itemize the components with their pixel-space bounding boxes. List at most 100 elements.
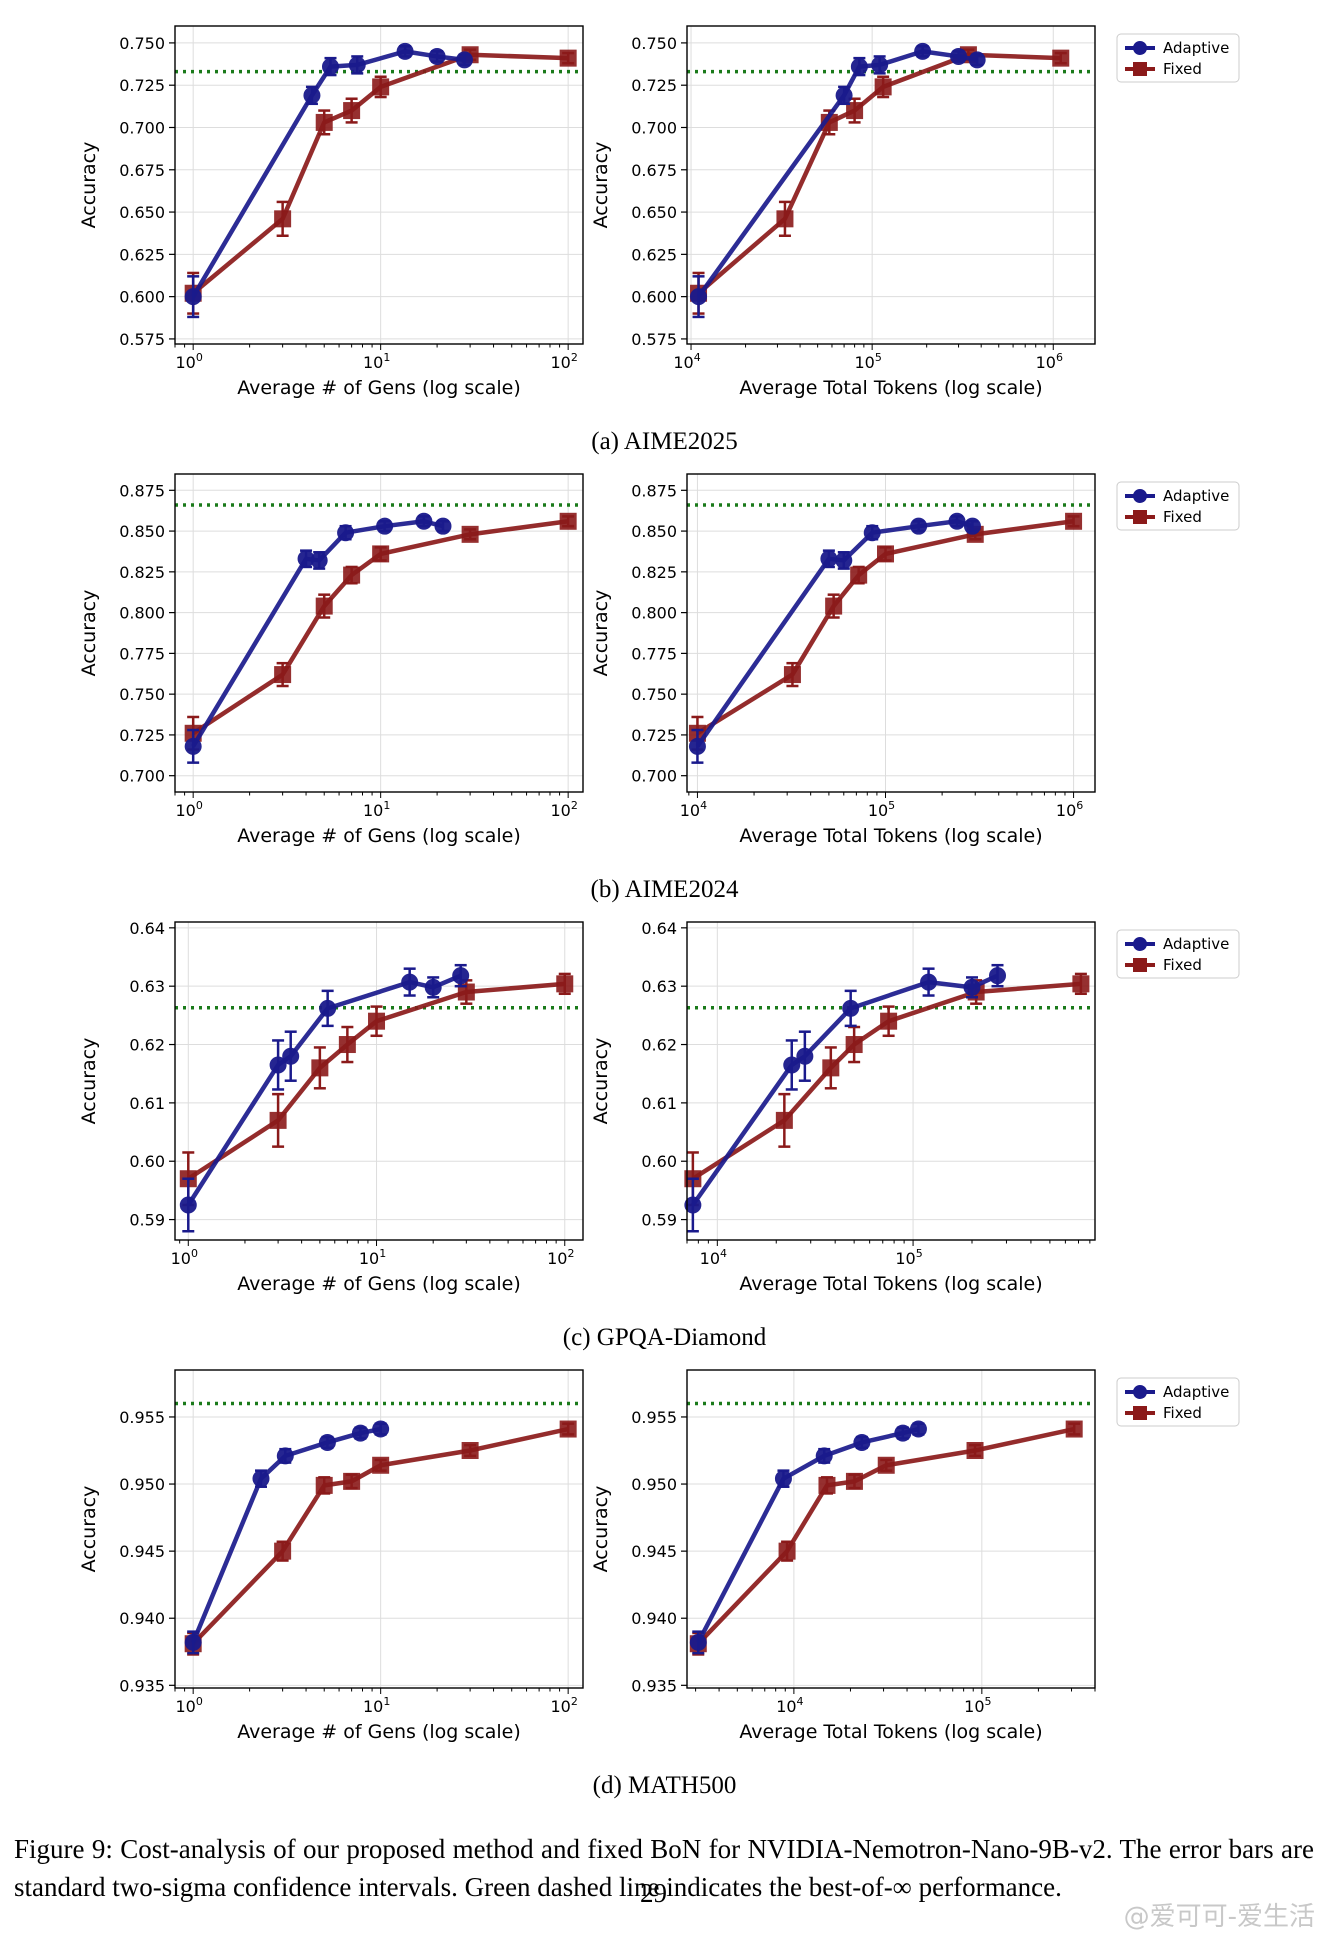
legend-label: Fixed bbox=[1163, 60, 1202, 78]
y-tick-label: 0.61 bbox=[641, 1094, 677, 1113]
legend-marker bbox=[1133, 937, 1147, 951]
y-tick-label: 0.775 bbox=[119, 644, 165, 663]
x-tick-label: 102 bbox=[547, 1247, 574, 1268]
data-point bbox=[372, 545, 390, 563]
x-tick-label: 106 bbox=[1036, 351, 1063, 372]
series-adaptive bbox=[184, 512, 452, 764]
legend-marker bbox=[1133, 510, 1147, 524]
y-tick-label: 0.60 bbox=[641, 1152, 677, 1171]
legend: Adaptive Fixed bbox=[1116, 929, 1240, 979]
chart-aime2025-tokens: 0.575 0.600 0.625 0.650 0.675 0.700 0.725 0.750… bbox=[590, 25, 1240, 399]
y-tick-label: 0.825 bbox=[119, 563, 165, 582]
data-point bbox=[778, 1542, 796, 1560]
data-point bbox=[179, 1196, 197, 1214]
y-tick-label: 0.600 bbox=[631, 288, 677, 307]
data-point bbox=[850, 58, 868, 76]
data-point bbox=[559, 512, 577, 530]
y-tick-label: 0.700 bbox=[119, 118, 165, 137]
data-point bbox=[461, 1442, 479, 1460]
x-tick-label: 102 bbox=[550, 351, 577, 372]
x-tick-label: 102 bbox=[550, 1695, 577, 1716]
x-tick-label: 104 bbox=[680, 799, 707, 820]
y-tick-label: 0.62 bbox=[129, 1036, 165, 1055]
data-point bbox=[842, 999, 860, 1017]
subcaption-aime2025: (a) AIME2025 bbox=[591, 428, 738, 455]
y-tick-label: 0.725 bbox=[631, 726, 677, 745]
data-point bbox=[963, 517, 981, 535]
y-tick-label: 0.625 bbox=[119, 245, 165, 264]
data-point bbox=[559, 49, 577, 67]
data-point bbox=[894, 1424, 912, 1442]
y-tick-label: 0.955 bbox=[119, 1408, 165, 1427]
legend-marker bbox=[1133, 1406, 1147, 1420]
plot-frame bbox=[174, 1369, 584, 1689]
series-adaptive bbox=[179, 963, 470, 1233]
plot-frame bbox=[686, 25, 1096, 345]
legend: Adaptive Fixed bbox=[1116, 481, 1240, 531]
subcaption-gpqa-diamond: (c) GPQA-Diamond bbox=[562, 1324, 767, 1351]
data-point bbox=[910, 517, 928, 535]
legend-marker bbox=[1133, 1385, 1147, 1399]
x-tick-label: 104 bbox=[700, 1247, 727, 1268]
data-point bbox=[184, 737, 202, 755]
y-tick-label: 0.825 bbox=[631, 563, 677, 582]
legend-label: Adaptive bbox=[1163, 935, 1229, 953]
data-point bbox=[846, 102, 864, 120]
data-point bbox=[796, 1047, 814, 1065]
x-tick-label: 101 bbox=[359, 1247, 386, 1268]
y-axis-label: Accuracy bbox=[590, 1038, 612, 1125]
x-tick-label: 101 bbox=[363, 799, 390, 820]
y-tick-label: 0.950 bbox=[119, 1475, 165, 1494]
plot-frame bbox=[686, 921, 1096, 1241]
y-tick-label: 0.625 bbox=[631, 245, 677, 264]
data-point bbox=[825, 597, 843, 615]
plot-area bbox=[687, 922, 1095, 1240]
data-point bbox=[269, 1111, 287, 1129]
y-axis-label: Accuracy bbox=[78, 590, 100, 677]
y-tick-label: 0.64 bbox=[641, 919, 677, 938]
legend-marker bbox=[1133, 41, 1147, 55]
x-tick-label: 100 bbox=[175, 351, 202, 372]
data-point bbox=[688, 737, 706, 755]
series-fixed bbox=[689, 1420, 1083, 1656]
x-tick-label: 105 bbox=[964, 1695, 991, 1716]
data-point bbox=[456, 51, 474, 69]
x-tick-label: 100 bbox=[171, 1247, 198, 1268]
y-tick-label: 0.59 bbox=[641, 1211, 677, 1230]
x-axis-label: Average # of Gens (log scale) bbox=[237, 1273, 521, 1295]
series-adaptive bbox=[684, 963, 1007, 1233]
data-point bbox=[968, 51, 986, 69]
legend-marker bbox=[1133, 489, 1147, 503]
data-point bbox=[311, 1059, 329, 1077]
subcaption-aime2024: (b) AIME2024 bbox=[590, 876, 739, 903]
y-tick-label: 0.750 bbox=[631, 34, 677, 53]
data-point bbox=[343, 1472, 361, 1490]
subcaption-math500: (d) MATH500 bbox=[592, 1772, 737, 1799]
data-point bbox=[428, 47, 446, 65]
data-point bbox=[874, 78, 892, 96]
y-axis-label: Accuracy bbox=[590, 1486, 612, 1573]
data-point bbox=[880, 1012, 898, 1030]
data-point bbox=[950, 47, 968, 65]
data-point bbox=[775, 1111, 793, 1129]
data-point bbox=[815, 1447, 833, 1465]
series-adaptive bbox=[688, 512, 981, 764]
data-point bbox=[274, 210, 292, 228]
data-point bbox=[184, 1633, 202, 1651]
series-adaptive bbox=[689, 1420, 927, 1655]
page-number: 29 bbox=[640, 1878, 667, 1908]
legend-label: Adaptive bbox=[1163, 1383, 1229, 1401]
data-point bbox=[989, 967, 1007, 985]
data-point bbox=[948, 512, 966, 530]
data-point bbox=[337, 524, 355, 542]
figure-caption: Figure 9: Cost-analysis of our proposed … bbox=[14, 1834, 1314, 1902]
x-tick-label: 105 bbox=[895, 1247, 922, 1268]
y-tick-label: 0.650 bbox=[631, 203, 677, 222]
data-point bbox=[684, 1196, 702, 1214]
y-tick-label: 0.575 bbox=[631, 330, 677, 349]
data-point bbox=[252, 1470, 270, 1488]
y-tick-label: 0.750 bbox=[119, 685, 165, 704]
data-point bbox=[457, 983, 475, 1001]
legend-marker bbox=[1133, 62, 1147, 76]
y-tick-label: 0.800 bbox=[119, 604, 165, 623]
